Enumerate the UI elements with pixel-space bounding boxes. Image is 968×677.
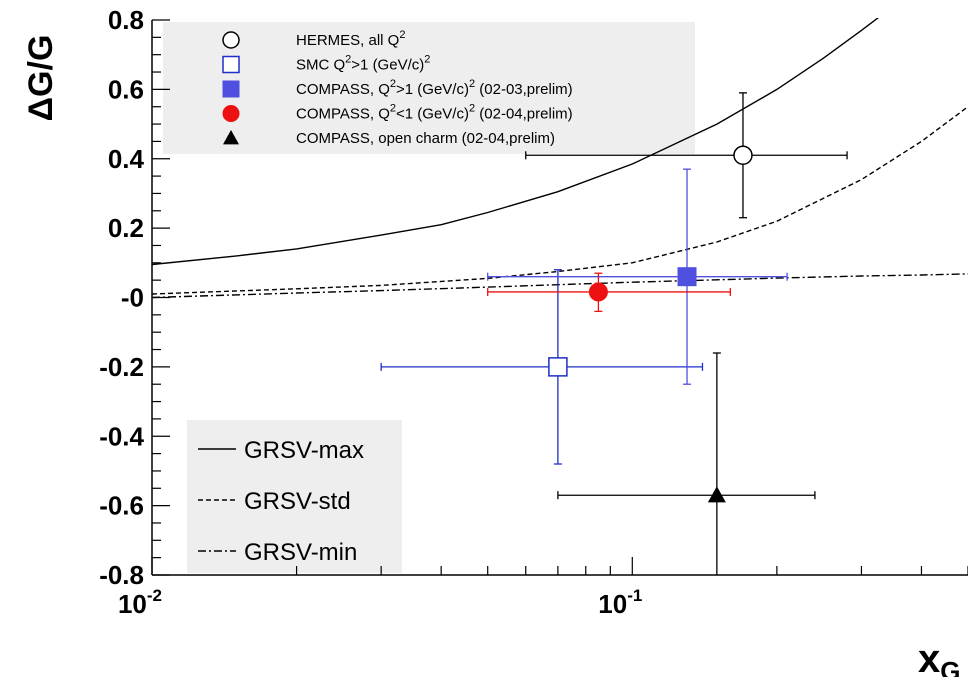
x-axis-title-main: x xyxy=(918,637,940,677)
legend-entry-text: COMPASS, Q xyxy=(296,106,390,123)
legend-entry-text: SMC Q xyxy=(296,57,345,74)
legend-entry-tail: (02-03,prelim) xyxy=(475,81,573,98)
legend-entry-text: HERMES, all Q xyxy=(296,32,399,49)
legend-entry-sup: 2 xyxy=(399,29,405,41)
y-tick-label: -0.8 xyxy=(99,560,144,590)
legend-entry-sup: 2 xyxy=(390,103,396,115)
y-tick-label: -0.4 xyxy=(99,421,144,451)
curves-layer xyxy=(152,18,968,299)
y-tick-label: -0 xyxy=(121,283,144,313)
y-axis-title: ΔG/G xyxy=(22,35,60,122)
x-tick-exp: -1 xyxy=(627,586,642,605)
legend-entry-text: COMPASS, open charm (02-04,prelim) xyxy=(296,130,555,147)
curve-grsv-std xyxy=(152,106,968,295)
legend-marker xyxy=(222,80,240,98)
points-layer xyxy=(380,92,848,575)
legend-entry-tail: >1 (GeV/c) xyxy=(351,57,424,74)
y-tick-label: -0.2 xyxy=(99,352,144,382)
legend-entry-tail: (02-04,prelim) xyxy=(475,106,573,123)
legend-marker xyxy=(222,105,240,122)
legend-entry-tail: >1 (GeV/c) xyxy=(396,81,469,98)
data-point xyxy=(733,145,753,166)
legend-curve-label: GRSV-min xyxy=(244,539,357,566)
curve-grsv-min xyxy=(152,273,968,299)
legend-entry-sup: 2 xyxy=(469,103,475,115)
legend-entry-text: COMPASS, Q xyxy=(296,81,390,98)
x-axis-title: xG xyxy=(918,637,960,677)
legend-curves-box xyxy=(187,420,402,573)
x-tick-exp: -2 xyxy=(147,586,162,605)
legend-entry-sup: 2 xyxy=(469,78,475,90)
legend-curve-label: GRSV-max xyxy=(244,437,364,464)
legend-entry-sup: 2 xyxy=(390,78,396,90)
curve-grsv-max xyxy=(152,18,879,266)
y-tick-label: 0.6 xyxy=(108,74,144,104)
y-tick-label: 0.2 xyxy=(108,213,144,243)
y-tick-label: 0.4 xyxy=(108,144,145,174)
axes-layer xyxy=(151,19,968,576)
legend-entry-sup: 2 xyxy=(345,54,351,66)
legend-points-box xyxy=(163,22,695,154)
legend-marker xyxy=(223,130,239,145)
labels-layer: 0.80.60.40.2-0-0.2-0.4-0.6-0.810-2 10-1ΔG… xyxy=(22,5,960,677)
legend-entry-sup: 2 xyxy=(424,54,430,66)
x-tick-label: 10-2 xyxy=(118,586,162,619)
x-axis-title-sub: G xyxy=(940,656,960,677)
legend-marker xyxy=(222,55,240,74)
legend-entry-tail: <1 (GeV/c) xyxy=(396,106,469,123)
legend-curve-label: GRSV-std xyxy=(244,488,351,515)
legend-entry-label: COMPASS, Q2>1 (GeV/c)2 (02-03,prelim) xyxy=(296,78,573,98)
legend-marker xyxy=(222,31,240,49)
legend-entry-label: COMPASS, Q2<1 (GeV/c)2 (02-04,prelim) xyxy=(296,103,573,123)
data-point xyxy=(548,357,568,377)
y-tick-label: -0.6 xyxy=(99,491,144,521)
data-point xyxy=(707,486,726,503)
data-point xyxy=(588,282,608,302)
x-tick-base: 10 xyxy=(598,589,627,619)
data-point xyxy=(677,267,697,287)
legend-entry-label: HERMES, all Q2 xyxy=(296,29,405,49)
x-tick-base: 10 xyxy=(118,589,147,619)
legend-entry-label: SMC Q2>1 (GeV/c)2 xyxy=(296,54,430,74)
legend-entry-label: COMPASS, open charm (02-04,prelim) xyxy=(296,130,555,147)
x-tick-label: 10-1 xyxy=(598,586,642,619)
y-tick-label: 0.8 xyxy=(108,5,144,35)
